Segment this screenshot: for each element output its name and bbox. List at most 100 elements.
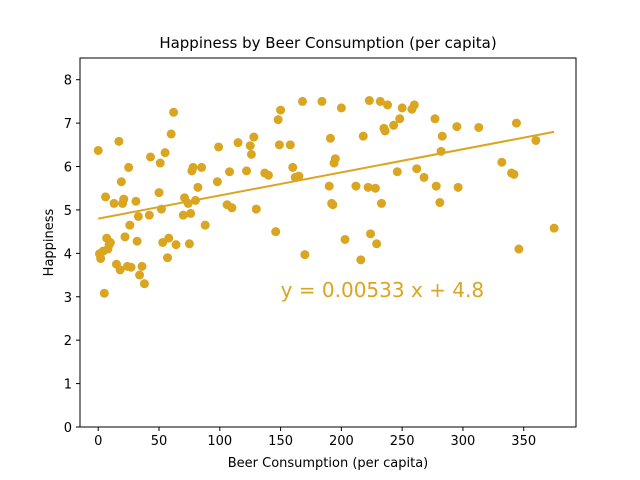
data-point	[328, 200, 338, 210]
data-point	[200, 220, 210, 230]
data-point	[249, 132, 259, 142]
data-point	[160, 148, 170, 158]
data-point	[132, 236, 142, 246]
data-point	[395, 114, 405, 124]
data-point	[186, 208, 196, 218]
data-point	[166, 129, 176, 139]
data-point	[273, 115, 283, 125]
x-tick-label: 150	[268, 434, 293, 449]
data-point	[188, 162, 198, 172]
data-point	[497, 157, 507, 167]
data-point	[251, 204, 261, 214]
data-point	[184, 239, 194, 249]
x-tick-label: 50	[151, 434, 168, 449]
data-point	[154, 188, 164, 198]
data-point	[452, 122, 462, 132]
data-point	[436, 146, 446, 156]
data-point	[372, 239, 382, 249]
regression-equation-label: y = 0.00533 x + 4.8	[281, 278, 485, 302]
data-point	[96, 254, 106, 264]
y-axis-label: Happiness	[42, 208, 57, 276]
y-tick-label: 8	[64, 74, 72, 89]
x-tick-label: 250	[390, 434, 415, 449]
data-point	[212, 177, 222, 187]
data-point	[183, 198, 193, 208]
data-point	[120, 232, 130, 242]
data-point	[105, 238, 115, 247]
data-point	[294, 171, 304, 181]
data-point	[169, 107, 179, 117]
data-point	[375, 96, 385, 106]
data-point	[351, 181, 361, 191]
data-point	[435, 198, 445, 208]
x-axis-label: Beer Consumption (per capita)	[228, 456, 429, 471]
data-point	[370, 183, 380, 193]
data-point	[126, 262, 136, 272]
data-point	[163, 253, 173, 263]
data-point	[297, 96, 307, 106]
y-tick-label: 6	[64, 161, 72, 176]
x-tick-label: 350	[511, 434, 536, 449]
data-point	[245, 141, 255, 151]
plot-area: 0 50 100 150 200 250 300 350 0 1 2 3 4 5 6 7 8	[64, 57, 577, 449]
data-point	[242, 166, 252, 176]
data-point	[109, 198, 119, 208]
data-point	[246, 149, 256, 159]
data-point	[383, 100, 393, 110]
data-point	[474, 122, 484, 132]
data-point	[285, 140, 295, 150]
data-point	[364, 96, 374, 106]
y-tick-label: 0	[64, 421, 72, 436]
data-point	[276, 105, 286, 115]
data-point	[155, 158, 165, 168]
data-point	[171, 240, 181, 250]
data-point	[358, 131, 368, 141]
y-tick-label: 1	[64, 378, 72, 393]
data-point	[300, 250, 310, 260]
data-point	[156, 204, 166, 214]
data-point	[99, 288, 109, 298]
data-point	[146, 152, 156, 162]
data-point	[139, 279, 149, 289]
data-point	[114, 136, 124, 146]
axes-frame	[79, 57, 577, 428]
data-point	[227, 203, 237, 213]
data-point	[101, 192, 111, 202]
data-point	[380, 126, 390, 136]
data-point	[164, 233, 174, 243]
data-point	[336, 103, 346, 113]
y-tick-label: 2	[64, 334, 72, 349]
data-point	[135, 270, 145, 280]
data-point	[133, 211, 143, 221]
data-point	[389, 120, 399, 130]
data-point	[431, 181, 441, 191]
data-point	[363, 182, 373, 192]
data-point	[330, 154, 340, 164]
data-point	[137, 261, 147, 271]
data-point	[430, 114, 440, 124]
data-point	[119, 194, 129, 204]
data-point	[397, 103, 407, 113]
data-point	[549, 223, 559, 233]
x-tick-label: 0	[94, 434, 102, 449]
data-point	[412, 164, 422, 174]
y-tick-label: 7	[64, 117, 72, 132]
data-point	[225, 167, 235, 177]
data-point	[263, 170, 273, 180]
data-point	[178, 210, 188, 220]
chart-title: Happiness by Beer Consumption (per capit…	[159, 34, 496, 52]
data-point	[233, 138, 243, 148]
data-point	[116, 177, 126, 187]
x-tick-label: 100	[207, 434, 232, 449]
data-point	[453, 182, 463, 192]
data-point	[144, 210, 154, 220]
data-point	[274, 140, 284, 150]
y-tick-label: 3	[64, 291, 72, 306]
y-tick-label: 5	[64, 204, 72, 219]
data-point	[376, 198, 386, 208]
data-point	[190, 195, 200, 205]
regression-line	[98, 130, 555, 220]
data-point	[193, 182, 203, 192]
